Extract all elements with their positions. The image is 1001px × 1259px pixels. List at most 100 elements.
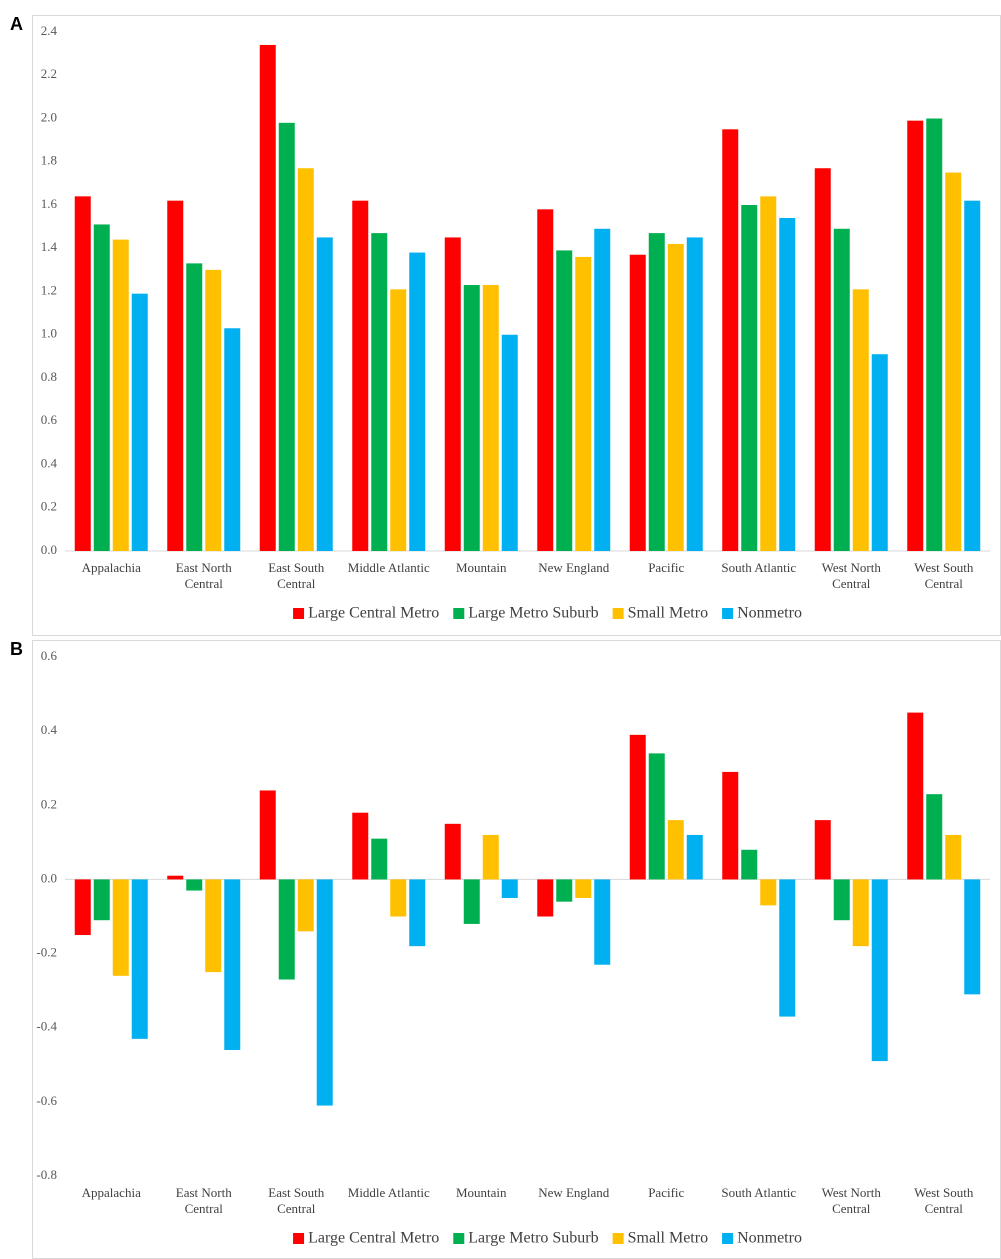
bar [278,879,295,980]
y-tick-label: 2.0 [41,109,57,124]
bar [537,879,554,917]
legend-label: Large Metro Suburb [468,1230,598,1247]
bar [926,794,943,880]
bar [648,233,665,552]
bar [259,44,276,551]
y-tick-label: 2.2 [41,66,57,81]
legend-swatch [612,1233,624,1244]
bar [390,289,407,551]
x-tick-label: New England [538,1185,610,1200]
bar [482,834,499,880]
x-tick-label: West North Central [821,560,881,591]
y-tick-label: 0.8 [41,369,57,384]
bar [594,879,611,965]
y-tick-label: -0.4 [36,1019,57,1034]
y-tick-label: 0.6 [41,648,58,663]
legend-swatch [453,608,465,619]
legend-label: Large Central Metro [308,1230,439,1247]
bar [871,879,888,1062]
legend-label: Large Metro Suburb [468,605,598,622]
bar [167,200,184,552]
bar [409,879,426,947]
bar [686,237,703,551]
bar [409,252,426,551]
bar [686,834,703,880]
y-tick-label: 0.0 [41,870,57,885]
bar [741,205,758,551]
legend-label: Small Metro [628,605,708,622]
bar [352,200,369,552]
y-tick-label: 1.2 [41,282,57,297]
x-tick-label: Mountain [455,1185,507,1200]
x-tick-label: West North Central [821,1185,881,1216]
bar [852,879,869,947]
bar [575,256,592,551]
bar [205,879,222,973]
bar [297,168,314,552]
bar [186,263,203,551]
bar [741,849,758,880]
y-tick-label: 0.4 [41,455,58,470]
bar [667,243,684,552]
bar [93,224,110,551]
y-tick-label: -0.8 [36,1167,57,1182]
bar [907,120,924,551]
legend-label: Large Central Metro [308,605,439,622]
bar [482,285,499,551]
bar [964,879,981,995]
bar [390,879,407,917]
y-tick-label: -0.2 [36,945,57,960]
y-tick-label: -0.6 [36,1093,57,1108]
y-tick-label: 0.2 [41,499,57,514]
x-tick-label: West South Central [914,560,974,591]
bar [833,228,850,551]
bar [259,790,276,880]
bar [907,712,924,880]
bar [945,834,962,880]
x-tick-label: Middle Atlantic [347,560,430,575]
legend-label: Small Metro [628,1230,708,1247]
y-tick-label: 0.0 [41,542,57,557]
bar [556,879,573,902]
bar [444,823,461,880]
legend-label: Nonmetro [737,605,802,622]
bar [186,879,203,891]
panel-label: B [10,639,23,659]
bar [537,209,554,551]
panel-border [32,640,1001,1259]
bar [371,838,388,880]
bar [316,237,333,551]
y-tick-label: 1.8 [41,153,57,168]
bar [667,820,684,880]
x-tick-label: Appalachia [81,560,141,575]
bar [722,771,739,880]
x-tick-label: New England [538,560,610,575]
bar [629,734,646,880]
x-tick-label: East South Central [268,560,325,591]
bar [814,168,831,552]
x-tick-label: Mountain [455,560,507,575]
bar [501,334,518,551]
bar [852,289,869,551]
panel-label: A [10,14,23,34]
bar [964,200,981,552]
x-tick-label: East North Central [175,560,232,591]
bar [297,879,314,932]
bar [779,217,796,551]
x-tick-label: East South Central [268,1185,325,1216]
y-tick-label: 0.2 [41,796,57,811]
bar [779,879,796,1017]
bar [131,293,148,551]
bar [278,122,295,551]
x-tick-label: South Atlantic [721,1185,797,1200]
bar [833,879,850,921]
bar [167,875,184,880]
y-tick-label: 1.0 [41,326,57,341]
bar [352,812,369,880]
legend-swatch [722,608,734,619]
bar [112,879,129,976]
legend-swatch [612,608,624,619]
bar [131,879,148,1039]
